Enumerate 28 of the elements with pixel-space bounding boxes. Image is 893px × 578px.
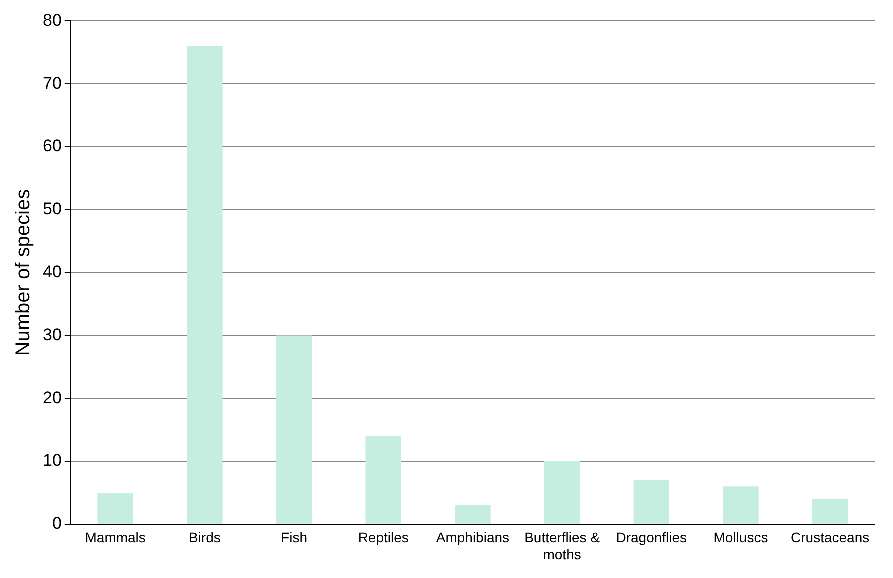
y-tick-label: 20 <box>42 388 62 408</box>
x-tick-label: Birds <box>188 530 221 546</box>
y-tick-label: 70 <box>42 74 62 93</box>
y-tick-label: 80 <box>42 10 62 30</box>
bar <box>187 46 223 524</box>
y-tick-label: 40 <box>42 262 62 282</box>
y-tick-label: 50 <box>42 200 62 219</box>
bar <box>455 506 491 524</box>
y-tick-label: 0 <box>52 514 62 534</box>
bar <box>812 499 848 524</box>
x-tick-label: Fish <box>281 530 308 546</box>
bar <box>366 436 402 524</box>
y-tick-label: 30 <box>42 325 62 344</box>
bar <box>544 462 580 524</box>
bar <box>276 336 312 524</box>
x-tick-label: Mammals <box>85 530 146 546</box>
x-tick-label: Molluscs <box>714 530 768 546</box>
y-axis-title: Number of species <box>12 189 35 356</box>
y-tick-label: 60 <box>42 136 62 156</box>
bar <box>723 486 759 524</box>
y-tick-label: 10 <box>42 451 62 470</box>
x-tick-label: Reptiles <box>358 530 409 546</box>
bar <box>634 480 670 524</box>
x-tick-label: Amphibians <box>436 530 510 546</box>
x-tick-label: Butterflies & moths <box>524 530 601 562</box>
bar <box>98 492 134 524</box>
x-tick-label: Dragonflies <box>616 530 688 546</box>
x-tick-label: Crustaceans <box>791 530 870 546</box>
